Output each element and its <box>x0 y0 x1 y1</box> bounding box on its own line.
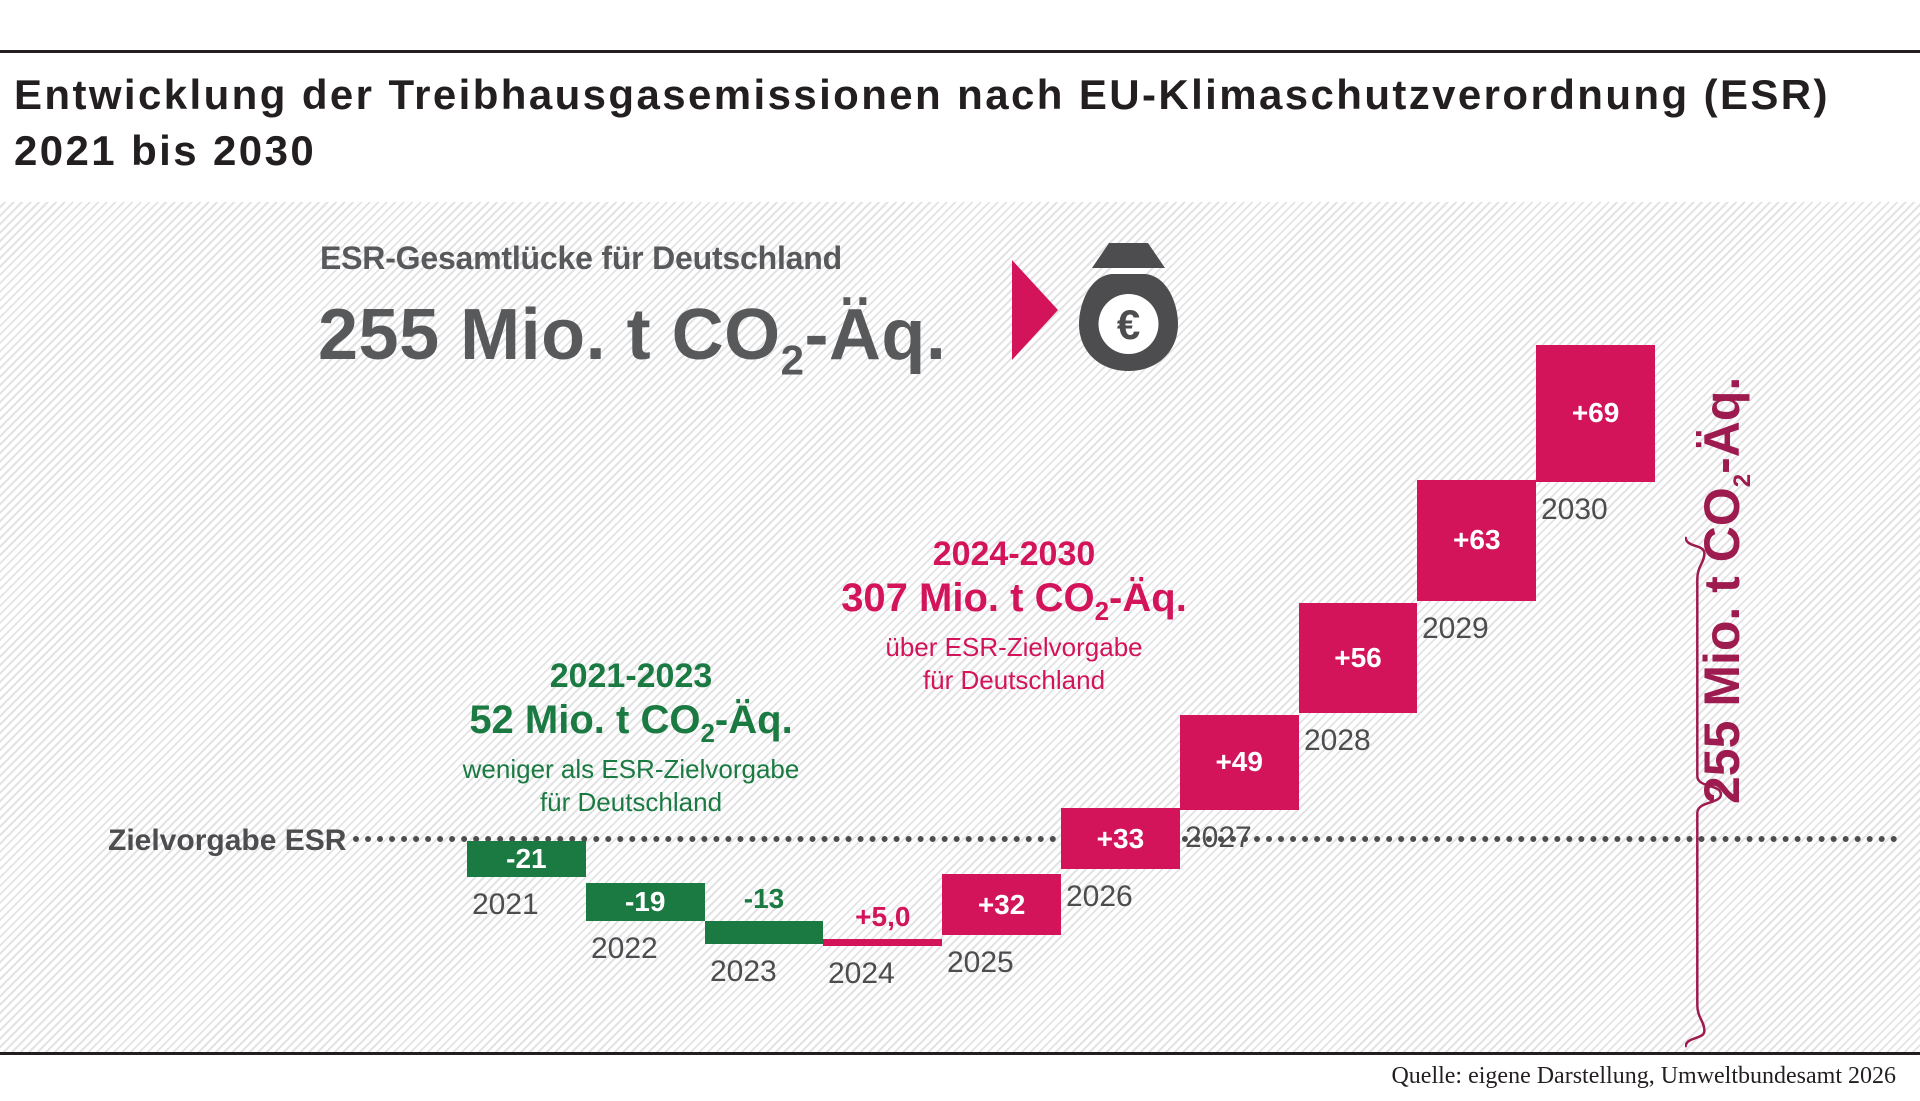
svg-text:€: € <box>1117 301 1140 348</box>
